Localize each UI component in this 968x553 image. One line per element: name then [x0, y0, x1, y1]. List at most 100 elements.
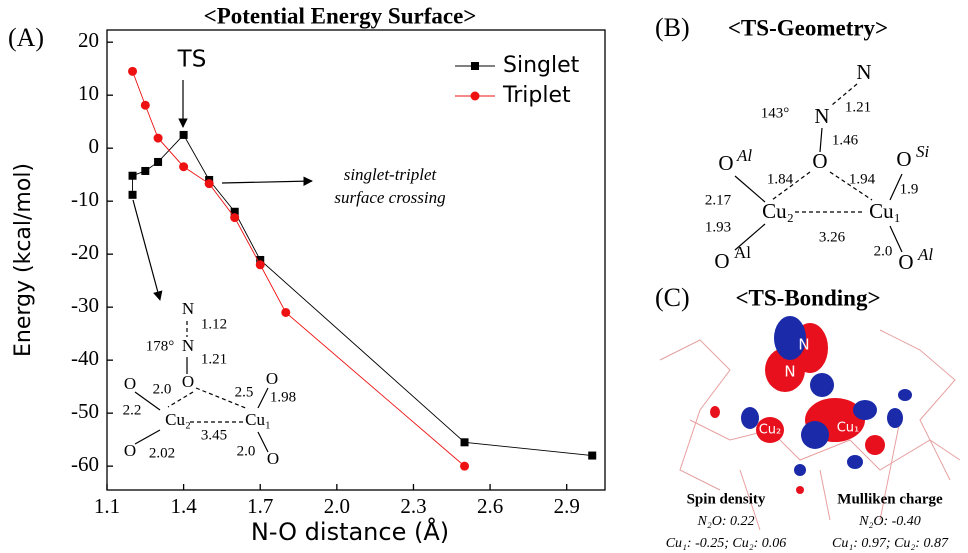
panel-b: (B) <TS-Geometry> N 1.21 143° N 1.46 O O…: [655, 13, 933, 274]
atom-label: Al: [917, 245, 933, 264]
atom-label: N: [784, 363, 795, 381]
legend-marker: [471, 92, 480, 101]
atom-label: O: [266, 369, 278, 388]
x-tick-label: 1.7: [247, 494, 273, 518]
atom-label: Cu₂: [165, 410, 191, 429]
atom-label: Si: [916, 142, 930, 161]
atom-label: O: [800, 388, 812, 406]
bond-length: 2.02: [149, 445, 175, 461]
annotation-arrow: [222, 181, 312, 183]
marker: [154, 134, 163, 143]
panel-title: <TS-Bonding>: [735, 285, 880, 310]
atom-label: O: [714, 249, 729, 273]
marker: [154, 158, 162, 166]
atom-label: Cu₂: [762, 199, 794, 223]
marker: [128, 67, 137, 76]
chart-title: <Potential Energy Surface>: [204, 3, 477, 28]
marker: [129, 191, 137, 199]
y-axis-label: Energy (kcal/mol): [11, 163, 36, 357]
caption-line: N₂O: 0.22: [697, 514, 755, 529]
inset-structure: N 1.12 178° N 1.21 O 2.0 2.5 O 1.98 O 2.…: [123, 299, 297, 468]
x-tick-label: 2.3: [400, 494, 426, 518]
legend-label: Singlet: [503, 53, 580, 78]
atom-label: O: [898, 250, 913, 274]
atom-label: O: [124, 374, 136, 393]
marker: [230, 213, 239, 222]
bond-length: 2.5: [235, 384, 254, 400]
y-tick-label: -10: [71, 187, 99, 211]
atom-label: N: [814, 104, 829, 128]
atom-label: O: [124, 441, 136, 460]
caption-title: Mulliken charge: [837, 491, 943, 507]
marker: [461, 438, 469, 446]
bond-length: 1.98: [270, 389, 296, 405]
figure: (A) <Potential Energy Surface> N-O dista…: [0, 0, 968, 553]
bond-length: 1.46: [832, 132, 859, 148]
y-tick-label: 0: [89, 134, 100, 158]
annotation: TS: [177, 47, 207, 73]
caption-line: Cu₁: 0.97; Cu₂: 0.87: [832, 536, 949, 551]
bond-length: 1.21: [845, 99, 871, 115]
caption-title: Spin density: [687, 491, 766, 507]
panel-label: (B): [655, 13, 690, 42]
bond-length: 2.0: [237, 443, 256, 459]
panel-label: (A): [8, 23, 44, 52]
x-tick-label: 1.4: [170, 494, 197, 518]
y-tick-label: 10: [78, 81, 99, 105]
atom-label: Al: [736, 146, 752, 165]
x-tick-label: 1.1: [94, 494, 120, 518]
atom-label: O: [718, 151, 733, 175]
annotation: surface crossing: [334, 188, 445, 207]
bond-length: 1.9: [900, 181, 919, 197]
atom-label: Cu₁: [837, 421, 860, 436]
marker: [180, 131, 188, 139]
marker: [179, 162, 188, 171]
marker: [460, 462, 469, 471]
x-tick-label: 2.0: [324, 494, 350, 518]
caption-line: Cu₁: -0.25; Cu₂: 0.06: [666, 536, 787, 551]
panel-c: (C) <TS-Bonding> N N O: [655, 283, 960, 551]
bond-length: 1.94: [849, 171, 876, 187]
marker: [281, 308, 290, 317]
series-line: [133, 71, 465, 466]
atom-label: O: [896, 147, 911, 171]
legend-label: Triplet: [502, 83, 571, 108]
atom-label: Al: [734, 243, 751, 262]
atom-label: Cu₂: [759, 423, 782, 438]
page: {"chart_data": {"type": "line", "panel_l…: [0, 0, 968, 553]
bond-length: 2.0: [153, 381, 172, 397]
marker: [141, 167, 149, 175]
panel-label: (C): [655, 283, 690, 312]
annotation: singlet-triplet: [344, 165, 438, 184]
atom-label: N: [182, 299, 194, 318]
bond-length: 2.17: [705, 192, 732, 208]
angle-label: 178°: [146, 338, 175, 354]
atom-label: N: [856, 60, 871, 84]
bond-length: 1.84: [767, 171, 794, 187]
y-tick-label: -60: [71, 452, 99, 476]
bond-length: 1.93: [705, 219, 731, 235]
annotation-arrow: [133, 200, 160, 300]
y-tick-label: -40: [71, 346, 99, 370]
marker: [205, 179, 214, 188]
atom-label: O: [267, 449, 279, 468]
bond-length: 2.2: [123, 402, 142, 418]
x-tick-label: 2.6: [477, 494, 503, 518]
x-axis-label: N-O distance (Å): [251, 517, 449, 546]
marker: [141, 101, 150, 110]
panel-title: <TS-Geometry>: [728, 15, 888, 40]
atom-label: Cu₁: [869, 199, 901, 223]
atom-label: N: [182, 336, 194, 355]
bond-length: 1.12: [201, 316, 227, 332]
atom-label: O: [812, 149, 827, 173]
atom-label: N: [798, 336, 809, 354]
y-tick-label: 20: [78, 28, 99, 52]
x-tick-label: 2.9: [554, 494, 580, 518]
atom-label: O: [182, 372, 194, 391]
atom-label: Cu₁: [245, 410, 271, 429]
y-tick-label: -30: [71, 293, 99, 317]
y-tick-label: -50: [71, 399, 99, 423]
marker: [129, 172, 137, 180]
marker: [588, 452, 596, 460]
marker: [256, 260, 265, 269]
